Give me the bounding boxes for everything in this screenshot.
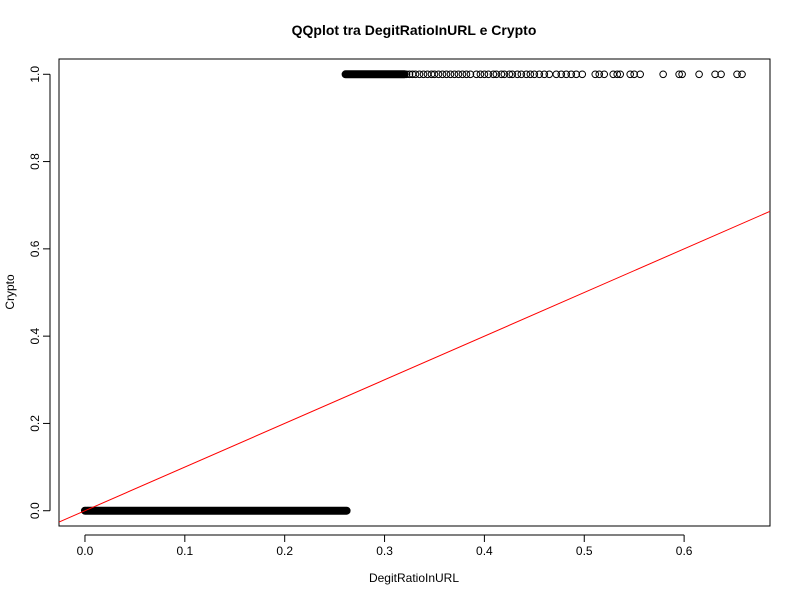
plot-frame (58, 58, 771, 527)
x-tick-label: 0.5 (576, 544, 593, 558)
data-point (90, 506, 98, 515)
data-point (578, 70, 587, 79)
y-tick-label: 0.2 (28, 415, 42, 432)
data-point (711, 70, 719, 79)
data-point (446, 70, 455, 79)
data-point (717, 70, 725, 79)
data-point (695, 70, 703, 79)
data-point (476, 70, 485, 79)
data-points (80, 70, 746, 515)
data-point (630, 70, 638, 79)
data-point (733, 70, 741, 79)
data-point (484, 70, 493, 79)
data-point (442, 70, 451, 79)
x-tick-label: 0.6 (676, 544, 693, 558)
data-point (497, 70, 506, 79)
data-point (738, 70, 746, 79)
data-point (675, 70, 683, 79)
data-point (626, 70, 634, 79)
data-point (81, 506, 89, 515)
data-point (500, 70, 509, 79)
chart-title: QQplot tra DegitRatioInURL e Crypto (292, 22, 537, 38)
data-point (508, 70, 517, 79)
data-point (567, 70, 576, 79)
data-point (93, 506, 101, 515)
data-point (616, 70, 625, 79)
data-point (659, 70, 667, 79)
data-point (572, 70, 581, 79)
data-point (595, 70, 604, 79)
data-point (613, 70, 622, 79)
dense-point-run (341, 70, 409, 79)
y-tick-label: 0.4 (28, 327, 42, 344)
data-point (557, 70, 566, 79)
data-point (480, 70, 489, 79)
data-point (522, 70, 531, 79)
x-tick-label: 0.3 (376, 544, 393, 558)
reference-line (58, 210, 771, 523)
data-point (678, 70, 686, 79)
y-axis: 0.0 0.2 0.4 0.6 0.8 1.0 (28, 66, 51, 519)
data-point (454, 70, 463, 79)
x-tick-label: 0.4 (476, 544, 493, 558)
data-point (530, 70, 539, 79)
dense-point-run (80, 506, 351, 515)
data-point (450, 70, 459, 79)
data-point (434, 70, 443, 79)
data-point (472, 70, 481, 79)
y-tick-label: 0.8 (28, 153, 42, 170)
x-tick-label: 0.2 (276, 544, 293, 558)
data-point (552, 70, 561, 79)
data-point (458, 70, 467, 79)
data-point (419, 70, 428, 79)
data-point (513, 70, 522, 79)
data-point (415, 70, 424, 79)
data-point (87, 506, 95, 515)
data-point (517, 70, 526, 79)
x-tick-label: 0.0 (77, 544, 94, 558)
data-point (405, 70, 414, 79)
data-point (636, 70, 644, 79)
y-axis-label: Crypto (3, 274, 17, 310)
data-point (492, 70, 501, 79)
data-point (591, 70, 600, 79)
data-point (411, 70, 420, 79)
y-tick-label: 1.0 (28, 66, 42, 83)
x-tick-label: 0.1 (176, 544, 193, 558)
data-point (466, 70, 475, 79)
data-point (438, 70, 447, 79)
x-axis-label: DegitRatioInURL (369, 571, 459, 585)
data-point (462, 70, 471, 79)
data-point (526, 70, 535, 79)
data-point (540, 70, 549, 79)
data-point (430, 70, 439, 79)
data-point (562, 70, 571, 79)
data-point (535, 70, 544, 79)
y-tick-label: 0.6 (28, 240, 42, 257)
data-point (489, 70, 498, 79)
data-point (600, 70, 609, 79)
data-point (402, 70, 411, 79)
data-point (505, 70, 514, 79)
x-axis: 0.0 0.1 0.2 0.3 0.4 0.5 0.6 (77, 534, 693, 558)
y-tick-label: 0.0 (28, 502, 42, 519)
data-point (545, 70, 554, 79)
